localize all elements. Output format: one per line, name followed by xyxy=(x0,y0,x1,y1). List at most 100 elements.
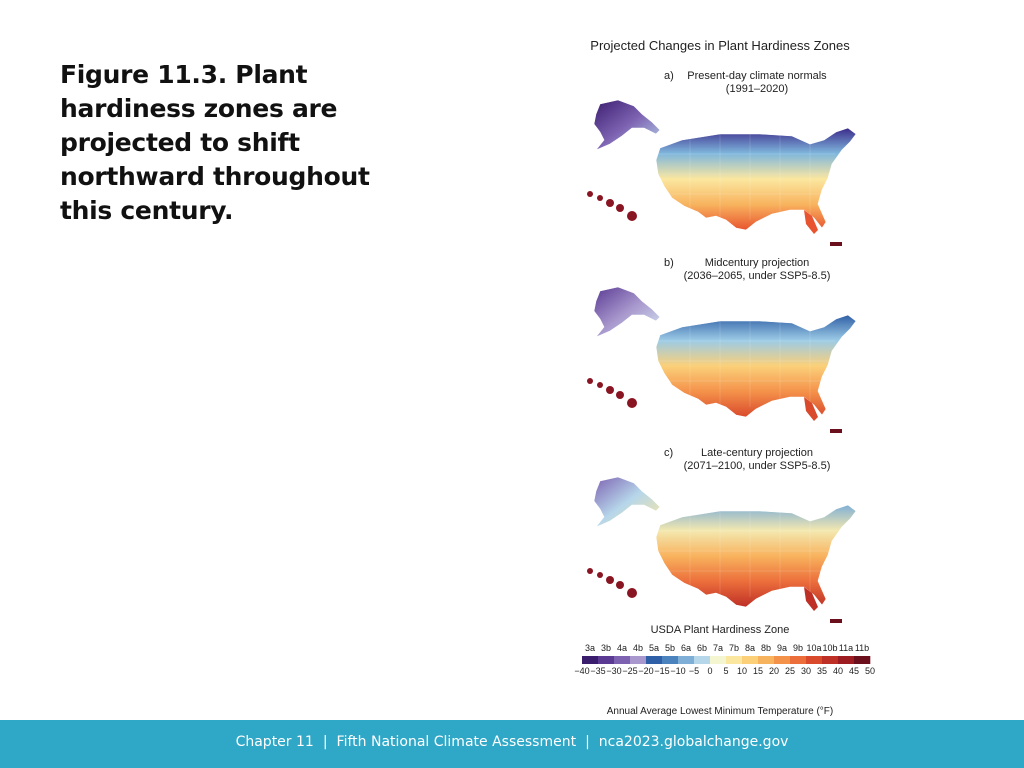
panel-caption: Late-century projection (2071–2100, unde… xyxy=(680,447,834,473)
legend-swatch xyxy=(758,656,775,664)
legend-tick-label: 30 xyxy=(801,666,811,676)
legend-zone-label: 11a xyxy=(839,643,853,653)
caption-line: (2071–2100, under SSP5-8.5) xyxy=(683,460,831,472)
legend-tick-label: −10 xyxy=(670,666,685,676)
legend-swatch xyxy=(806,656,823,664)
panel-caption: Present-day climate normals (1991–2020) xyxy=(680,70,834,96)
hawaii-island xyxy=(627,211,637,221)
legend-swatch xyxy=(678,656,695,664)
hawaii-island xyxy=(587,568,593,574)
legend-swatch xyxy=(614,656,631,664)
footer-text: Chapter 11 | Fifth National Climate Assess… xyxy=(235,734,789,750)
hawaii-island xyxy=(627,588,637,598)
state-borders xyxy=(658,319,835,407)
panel-late-century: c) Late-century projection (2071–2100, u… xyxy=(560,447,880,637)
legend-tick-label: −15 xyxy=(654,666,669,676)
legend-zone-label: 7a xyxy=(713,643,723,653)
legend-tick-label: −40 xyxy=(574,666,589,676)
legend-zone-label: 5a xyxy=(649,643,659,653)
legend-swatch xyxy=(710,656,727,664)
puerto-rico-region xyxy=(830,619,842,623)
hawaii-island xyxy=(606,386,614,394)
legend-tick-label: 25 xyxy=(785,666,795,676)
hawaii-island xyxy=(587,191,593,197)
hawaii-island xyxy=(606,199,614,207)
legend-tick-label: 5 xyxy=(723,666,728,676)
caption-line: Present-day climate normals xyxy=(687,70,827,82)
caption-line: (1991–2020) xyxy=(725,83,789,95)
legend-zone-label: 7b xyxy=(729,643,739,653)
footer-assessment: Fifth National Climate Assessment xyxy=(336,734,577,750)
footer-site-link[interactable]: nca2023.globalchange.gov xyxy=(598,734,789,750)
legend-swatch xyxy=(646,656,663,664)
hawaii-island xyxy=(616,581,624,589)
legend-swatch xyxy=(838,656,855,664)
legend-zone-label: 11b xyxy=(855,643,869,653)
caption-line: Midcentury projection xyxy=(704,257,810,269)
legend-swatch xyxy=(598,656,615,664)
map-midcentury xyxy=(587,286,857,433)
legend-swatch xyxy=(694,656,711,664)
alaska-region xyxy=(593,286,661,338)
legend-tick-label: 45 xyxy=(849,666,859,676)
slide-title: Figure 11.3. Plant hardiness zones are p… xyxy=(60,60,370,225)
legend-swatch xyxy=(790,656,807,664)
legend-swatch xyxy=(742,656,759,664)
panel-midcentury: b) Midcentury projection (2036–2065, und… xyxy=(560,257,880,447)
legend-zone-label: 10a xyxy=(806,643,821,653)
florida-region xyxy=(804,210,818,234)
legend-tick-label: 10 xyxy=(737,666,747,676)
contiguous-us-region xyxy=(655,504,857,608)
panel-caption: Midcentury projection (2036–2065, under … xyxy=(680,257,834,283)
legend-tick-label: 40 xyxy=(833,666,843,676)
contiguous-us-region xyxy=(655,314,857,418)
hawaii-island xyxy=(616,391,624,399)
legend-swatch xyxy=(854,656,871,664)
alaska-region xyxy=(593,476,661,528)
hawaii-island xyxy=(597,195,603,201)
legend-tick-label: −5 xyxy=(689,666,699,676)
legend-swatch xyxy=(630,656,647,664)
legend-swatch xyxy=(582,656,599,664)
legend-zone-label: 4b xyxy=(633,643,643,653)
footer-bar: Chapter 11 | Fifth National Climate Assess… xyxy=(0,720,1024,768)
caption-line: (2036–2065, under SSP5-8.5) xyxy=(683,270,831,282)
legend-zone-label: 10b xyxy=(822,643,837,653)
legend-tick-label: −30 xyxy=(606,666,621,676)
legend-axis-label: Annual Average Lowest Minimum Temperatur… xyxy=(606,706,834,717)
alaska-region xyxy=(593,99,661,151)
legend-tick-label: −25 xyxy=(622,666,637,676)
map-present xyxy=(587,99,857,246)
hawaii-island xyxy=(616,204,624,212)
legend-tick-label: 15 xyxy=(753,666,763,676)
puerto-rico-region xyxy=(830,429,842,433)
legend-swatch xyxy=(662,656,679,664)
contiguous-us-region xyxy=(655,127,857,231)
legend-zone-label: 6b xyxy=(697,643,707,653)
legend-tick-label: 20 xyxy=(769,666,779,676)
legend-zone-label: 4a xyxy=(617,643,627,653)
legend-tick-label: −35 xyxy=(590,666,605,676)
caption-line: Late-century projection xyxy=(701,447,813,459)
panel-letter: b) xyxy=(664,257,674,269)
legend-zone-label: 3b xyxy=(601,643,611,653)
legend-tick-label: 50 xyxy=(865,666,875,676)
legend-tick-label: 35 xyxy=(817,666,827,676)
legend-swatch xyxy=(822,656,839,664)
legend-zone-label: 8a xyxy=(745,643,755,653)
puerto-rico-region xyxy=(830,242,842,246)
legend-tick-label: −20 xyxy=(638,666,653,676)
panel-present: a) Present-day climate normals (1991–202… xyxy=(560,70,880,260)
hardiness-figure: Projected Changes in Plant Hardiness Zon… xyxy=(560,30,880,717)
state-borders xyxy=(658,132,835,220)
legend-swatch xyxy=(774,656,791,664)
florida-region xyxy=(804,587,818,611)
state-borders xyxy=(658,509,835,597)
legend-zone-label: 9b xyxy=(793,643,803,653)
hawaii-island xyxy=(597,572,603,578)
legend-zone-label: 3a xyxy=(585,643,595,653)
legend-swatch xyxy=(726,656,743,664)
footer-chapter: Chapter 11 xyxy=(235,734,314,750)
legend-tick-label: 0 xyxy=(707,666,712,676)
legend-colorbar: 3a 3b 4a 4b 5a 5b 6a 6b 7a 7b 8a 8b 9a 9b 10a 10b 11a 11b… xyxy=(574,643,875,676)
